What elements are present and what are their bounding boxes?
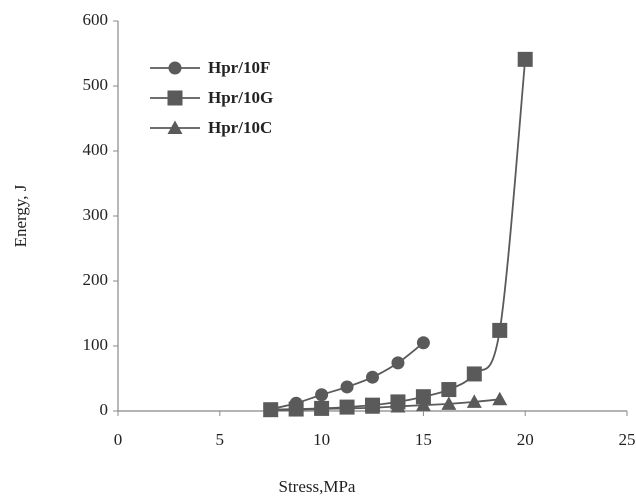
- legend-label: Hpr/10F: [208, 58, 270, 77]
- x-tick-label: 25: [619, 430, 636, 449]
- marker: [492, 391, 508, 406]
- marker: [415, 389, 431, 405]
- marker: [441, 382, 457, 398]
- marker: [314, 401, 330, 416]
- x-axis-label: Stress,MPa: [279, 477, 356, 496]
- legend-label: Hpr/10G: [208, 88, 273, 107]
- marker: [263, 402, 279, 417]
- marker: [416, 336, 430, 350]
- marker: [441, 396, 457, 410]
- x-tick-label: 15: [415, 430, 432, 449]
- y-tick-label: 100: [83, 335, 109, 354]
- marker: [339, 400, 355, 415]
- marker: [366, 370, 379, 384]
- y-tick-label: 200: [83, 270, 109, 289]
- marker: [492, 322, 508, 338]
- y-tick-label: 400: [83, 140, 109, 159]
- marker: [466, 366, 482, 382]
- marker: [365, 400, 380, 414]
- marker: [340, 380, 354, 394]
- y-tick-label: 600: [83, 10, 109, 29]
- series-line: [270, 398, 500, 412]
- x-tick-label: 20: [517, 430, 534, 449]
- y-tick-label: 500: [83, 75, 109, 94]
- legend-label: Hpr/10C: [208, 118, 272, 137]
- y-tick-label: 300: [83, 205, 109, 224]
- y-axis-label: Energy, J: [11, 184, 30, 247]
- legend-marker: [167, 90, 183, 106]
- legend-marker: [167, 120, 183, 134]
- y-tick-label: 0: [100, 400, 109, 419]
- marker: [415, 397, 431, 412]
- x-tick-label: 10: [313, 430, 330, 449]
- marker: [517, 51, 533, 67]
- marker: [466, 394, 482, 408]
- marker: [288, 402, 304, 416]
- marker: [315, 388, 329, 402]
- marker: [391, 356, 405, 370]
- x-tick-label: 5: [216, 430, 225, 449]
- legend-marker: [168, 61, 182, 75]
- marker: [390, 398, 406, 413]
- x-tick-label: 0: [114, 430, 123, 449]
